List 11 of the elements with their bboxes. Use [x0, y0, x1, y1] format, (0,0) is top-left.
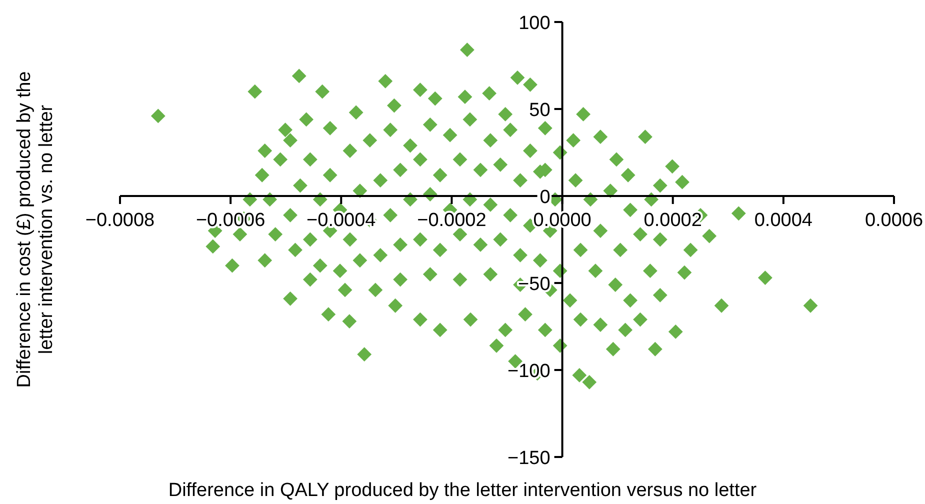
- y-tick-label: 50: [529, 100, 550, 121]
- x-tick-label: 0.0004: [754, 210, 813, 231]
- y-tick-label: 0: [540, 187, 550, 208]
- y-axis-title: Difference in cost (£) produced by the letter intervention vs. no letter: [14, 71, 57, 388]
- x-tick-label: 0.0002: [644, 210, 702, 231]
- x-axis-title: Difference in QALY produced by the letter intervention versus no letter: [168, 480, 758, 501]
- y-tick-label: 100: [518, 13, 550, 34]
- x-tick-label: −0.0008: [85, 210, 155, 231]
- y-tick-label: −150: [507, 448, 550, 469]
- x-tick-label: −0.0002: [417, 210, 486, 231]
- x-tick-label: 0.0006: [864, 210, 924, 231]
